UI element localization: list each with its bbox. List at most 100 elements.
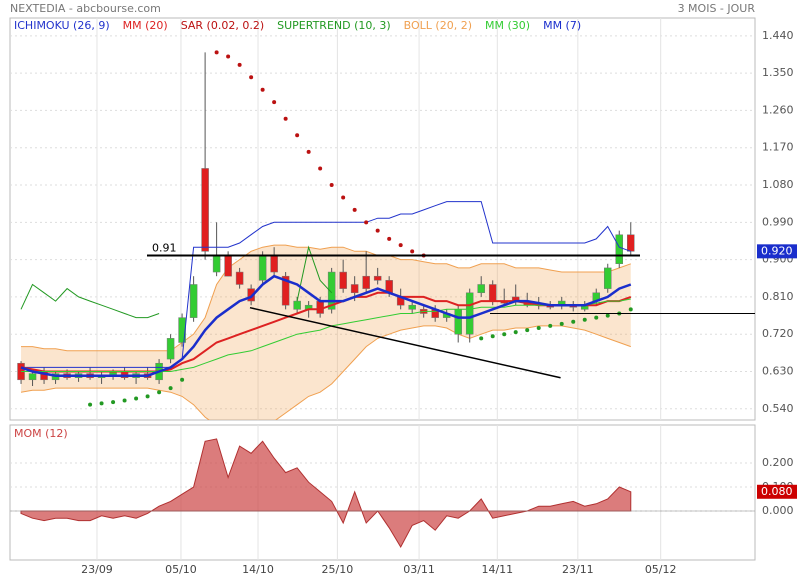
sar-dot (548, 323, 553, 328)
period: 3 MOIS - JOUR (678, 2, 756, 15)
y-tick-label: 0.630 (762, 365, 794, 378)
candle-body (28, 373, 37, 381)
candle-body (316, 300, 324, 314)
sar-dot (594, 315, 599, 320)
candle-body (408, 304, 416, 310)
sar-dot (502, 332, 507, 337)
sar-dot (513, 330, 518, 335)
y-tick-label: 0.200 (762, 456, 794, 469)
y-tick-label: 0.990 (762, 215, 794, 228)
y-tick-label: 0.540 (762, 402, 794, 415)
candle-body (178, 317, 186, 343)
x-tick-label: 23/09 (81, 563, 113, 576)
x-tick-label: 14/11 (481, 563, 513, 576)
sar-dot (341, 195, 346, 200)
candle-body (166, 338, 175, 360)
candle-body (258, 255, 267, 281)
candle-body (477, 284, 485, 294)
candle-body (339, 271, 347, 289)
legend-entry: MM (30) (485, 19, 530, 32)
sar-dot (237, 62, 242, 67)
candle-body (373, 275, 382, 281)
sar-dot (536, 325, 541, 330)
candle-body (362, 275, 370, 289)
candle-body (465, 292, 474, 335)
sar-dot (88, 402, 93, 407)
sar-dot (249, 75, 254, 80)
sar-dot (582, 317, 587, 322)
sar-dot (387, 236, 392, 241)
y-tick-label: 0.810 (762, 290, 794, 303)
y-tick-label: 0.720 (762, 327, 794, 340)
sar-dot (180, 377, 185, 382)
bollinger-upper (21, 244, 631, 352)
level-label: 0.91 (152, 241, 177, 254)
candle-body (603, 267, 612, 289)
sar-dot (272, 100, 277, 105)
y-tick-label: 1.170 (762, 141, 794, 154)
candle-body (212, 255, 221, 273)
candle-body (615, 234, 624, 265)
legend-entry: MM (20) (123, 19, 168, 32)
last-price-tag (757, 244, 797, 259)
candle-body (270, 255, 278, 273)
last-mom-tag (757, 484, 797, 499)
y-tick-label: 1.440 (762, 29, 794, 42)
sar-dot (122, 398, 127, 403)
sar-dot (318, 166, 323, 171)
y-tick-label: 0.000 (762, 504, 794, 517)
sar-dot (283, 116, 288, 121)
bollinger-lower (20, 325, 631, 420)
y-tick-label: 1.260 (762, 103, 794, 116)
sar-dot (226, 54, 231, 59)
sar-dot (398, 243, 403, 248)
candle-body (224, 255, 232, 277)
candle-body (327, 271, 336, 310)
sar-dot (479, 336, 484, 341)
trend-line (249, 306, 561, 379)
sar-dot (306, 149, 311, 154)
sar-dot (145, 394, 150, 399)
legend-entry: MOM (12) (14, 427, 68, 440)
sar-dot (260, 87, 265, 92)
y-tick-label: 1.080 (762, 178, 794, 191)
indicator-line (20, 245, 333, 319)
x-tick-label: 14/10 (242, 563, 274, 576)
sar-dot (99, 401, 104, 406)
x-tick-label: 05/10 (165, 563, 197, 576)
candle-body (454, 309, 462, 335)
sar-dot (364, 220, 369, 225)
sar-dot (168, 386, 173, 391)
sar-dot (111, 400, 116, 405)
page-title: NEXTEDIA - abcbourse.com (10, 2, 161, 15)
sar-dot (329, 183, 334, 188)
sar-dot (559, 321, 564, 326)
mom-panel (9, 424, 756, 561)
x-tick-label: 23/11 (562, 563, 594, 576)
y-tick-label: 1.350 (762, 66, 794, 79)
candle-body (281, 275, 290, 306)
x-tick-label: 05/12 (645, 563, 677, 576)
mom-area (20, 438, 632, 549)
sar-dot (628, 307, 633, 312)
sar-dot (157, 390, 162, 395)
candle-body (488, 284, 497, 302)
x-tick-label: 03/11 (403, 563, 435, 576)
last-mom-label: 0.080 (761, 485, 793, 498)
indicator-line (21, 298, 631, 372)
legend-entry: ICHIMOKU (26, 9) (14, 19, 110, 32)
sar-dot (134, 396, 139, 401)
legend-entry: SAR (0.02, 0.2) (181, 19, 264, 32)
sar-dot (295, 133, 300, 138)
last-price-label: 0.920 (761, 244, 793, 257)
candle-body (350, 284, 359, 294)
x-tick-label: 25/10 (322, 563, 354, 576)
sar-dot (571, 319, 576, 324)
legend-entry: SUPERTREND (10, 3) (277, 19, 391, 32)
candle-body (201, 168, 209, 252)
sar-dot (214, 50, 219, 55)
sar-dot (410, 249, 415, 254)
legend-entry: MM (7) (543, 19, 581, 32)
candle-body (189, 284, 198, 318)
